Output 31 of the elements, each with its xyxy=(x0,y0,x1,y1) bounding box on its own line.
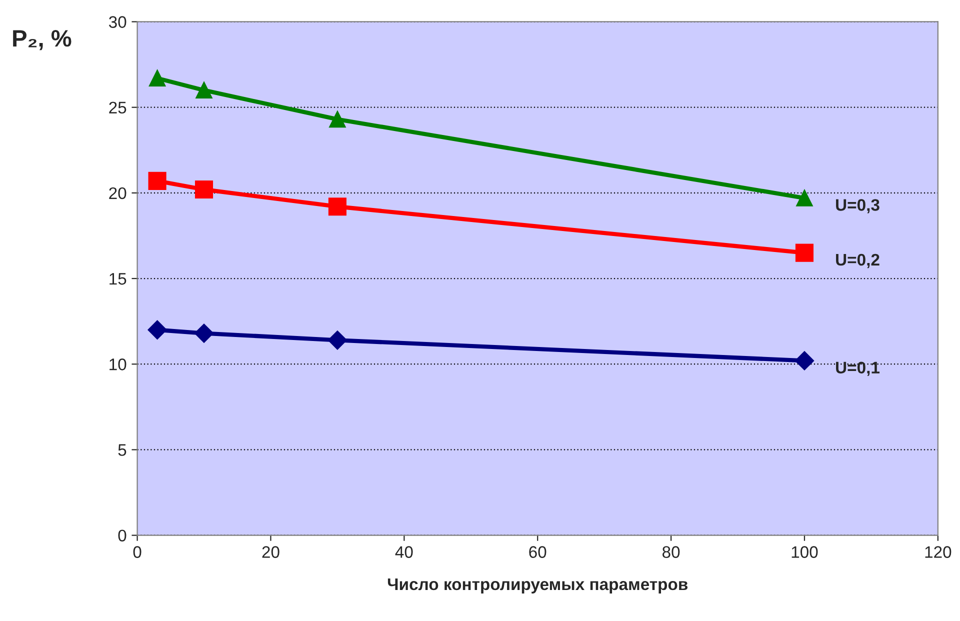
x-axis-title: Число контролируемых параметров xyxy=(388,578,688,594)
x-tick-label: 80 xyxy=(662,546,680,558)
series-label: U=0,2 xyxy=(836,254,880,268)
point xyxy=(328,198,346,216)
point xyxy=(194,324,214,343)
point xyxy=(196,82,212,99)
y-tick-label: 10 xyxy=(110,358,126,370)
point xyxy=(794,351,814,370)
point xyxy=(194,180,214,199)
point xyxy=(795,244,814,262)
x-tick-label: 100 xyxy=(792,546,818,558)
y-tick-label: 5 xyxy=(118,444,126,456)
series-label: U=0,1 xyxy=(836,362,880,376)
x-tick-label: 20 xyxy=(262,546,280,558)
point xyxy=(148,172,166,190)
series-label: U=0,3 xyxy=(836,199,880,214)
y-axis-title: P₂, % xyxy=(13,30,72,50)
point xyxy=(329,110,346,128)
y-tick-label: 25 xyxy=(109,102,126,114)
x-tick-label: 0 xyxy=(133,546,142,558)
point xyxy=(148,70,166,87)
x-tick-label: 120 xyxy=(925,546,952,558)
point xyxy=(796,190,813,206)
x-tick-label: 40 xyxy=(395,546,413,558)
y-tick-label: 0 xyxy=(118,530,126,542)
y-tick-label: 15 xyxy=(110,273,126,285)
point xyxy=(148,320,167,340)
point xyxy=(328,330,347,350)
y-tick-label: 30 xyxy=(108,16,126,28)
y-tick-label: 20 xyxy=(109,187,126,200)
x-tick-label: 60 xyxy=(529,546,546,558)
